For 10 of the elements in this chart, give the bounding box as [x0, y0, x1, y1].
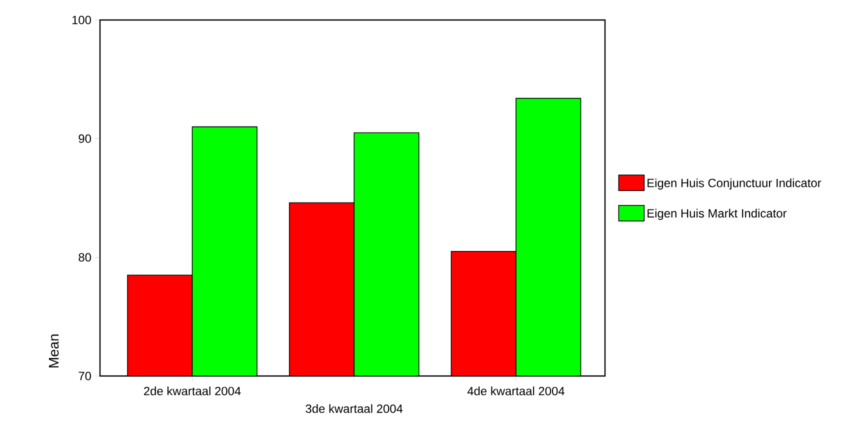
x-tick-label: 4de kwartaal 2004: [467, 386, 564, 396]
x-tick-label: 2de kwartaal 2004: [144, 386, 241, 396]
y-axis-title: Mean: [48, 334, 59, 368]
y-tick-label: 90: [78, 134, 92, 143]
y-tick-label: 100: [72, 16, 92, 24]
legend-label: Eigen Huis Markt Indicator: [648, 208, 787, 220]
x-tick-label: 3de kwartaal 2004: [306, 404, 403, 413]
legend-label: Eigen Huis Conjunctuur Indicator: [648, 178, 822, 190]
y-tick-label: 70: [78, 372, 92, 380]
y-tick-label: 80: [78, 253, 92, 262]
